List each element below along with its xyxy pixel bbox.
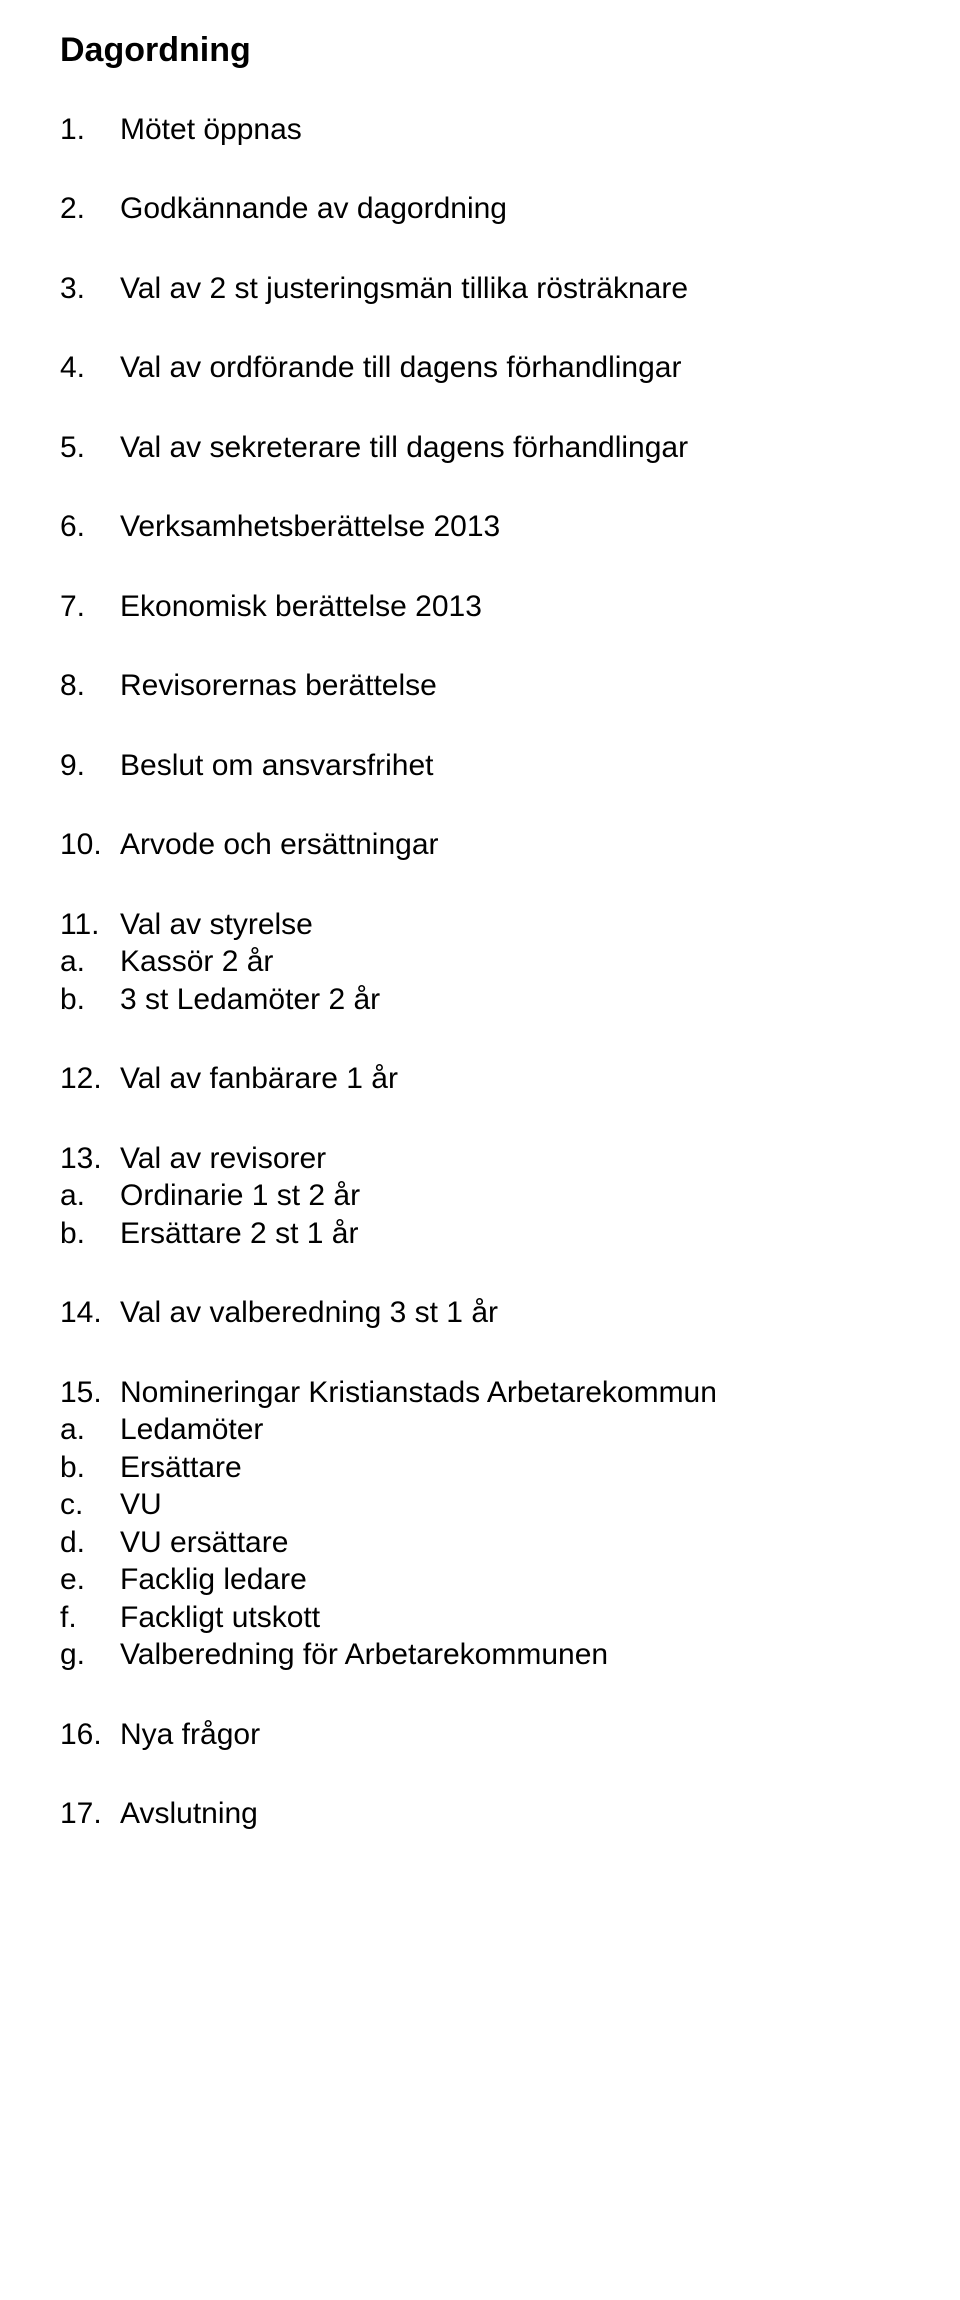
document-page: Dagordning 1.Mötet öppnas 2.Godkännande a… (0, 0, 960, 2300)
agenda-item-text: Mötet öppnas (120, 113, 302, 146)
agenda-item: 1.Mötet öppnas (60, 111, 900, 149)
agenda-item-text: Ekonomisk berättelse 2013 (120, 590, 482, 623)
agenda-item-text: Val av ordförande till dagens förhandlin… (120, 351, 681, 384)
agenda-list: 1.Mötet öppnas 2.Godkännande av dagordnin… (60, 111, 900, 1833)
agenda-subitem-text: Valberedning för Arbetarekommunen (120, 1638, 608, 1671)
agenda-item: 4.Val av ordförande till dagens förhandl… (60, 349, 900, 387)
agenda-item: 10.Arvode och ersättningar (60, 826, 900, 864)
agenda-item: 15.Nomineringar Kristianstads Arbetareko… (60, 1374, 900, 1412)
agenda-item-number: 13. (60, 1140, 120, 1178)
page-title: Dagordning (60, 30, 900, 71)
agenda-subitem-text: Ordinarie 1 st 2 år (120, 1179, 360, 1212)
agenda-item-text: Nya frågor (120, 1718, 260, 1751)
agenda-subitem-text: 3 st Ledamöter 2 år (120, 983, 380, 1016)
agenda-subitem: a.Kassör 2 år (60, 943, 900, 981)
agenda-subitem-letter: a. (60, 1411, 120, 1449)
agenda-subitem-letter: b. (60, 1449, 120, 1487)
agenda-item-number: 1. (60, 111, 120, 149)
agenda-item-text: Nomineringar Kristianstads Arbetarekommu… (120, 1376, 717, 1409)
agenda-subitem: d.VU ersättare (60, 1524, 900, 1562)
agenda-subitem-text: VU (120, 1488, 162, 1521)
agenda-item-number: 8. (60, 667, 120, 705)
agenda-item-number: 15. (60, 1374, 120, 1412)
agenda-item-number: 9. (60, 747, 120, 785)
agenda-item: 12.Val av fanbärare 1 år (60, 1060, 900, 1098)
agenda-subitem-text: VU ersättare (120, 1526, 288, 1559)
agenda-subitem-letter: a. (60, 1177, 120, 1215)
agenda-item-number: 17. (60, 1795, 120, 1833)
agenda-subitem-text: Fackligt utskott (120, 1601, 320, 1634)
agenda-subitem-text: Kassör 2 år (120, 945, 273, 978)
agenda-item: 11.Val av styrelse (60, 906, 900, 944)
agenda-item: 6.Verksamhetsberättelse 2013 (60, 508, 900, 546)
agenda-subitem-letter: b. (60, 981, 120, 1019)
agenda-item: 16.Nya frågor (60, 1716, 900, 1754)
agenda-item-number: 7. (60, 588, 120, 626)
agenda-item: 3.Val av 2 st justeringsmän tillika röst… (60, 270, 900, 308)
agenda-item: 7.Ekonomisk berättelse 2013 (60, 588, 900, 626)
agenda-subitem-text: Ledamöter (120, 1413, 263, 1446)
agenda-subitem: b.Ersättare (60, 1449, 900, 1487)
agenda-item: 13.Val av revisorer (60, 1140, 900, 1178)
agenda-item-number: 2. (60, 190, 120, 228)
agenda-item: 9.Beslut om ansvarsfrihet (60, 747, 900, 785)
agenda-subitem-text: Ersättare 2 st 1 år (120, 1217, 358, 1250)
agenda-item: 5.Val av sekreterare till dagens förhand… (60, 429, 900, 467)
agenda-item-text: Val av styrelse (120, 908, 313, 941)
agenda-subitem: f.Fackligt utskott (60, 1599, 900, 1637)
agenda-subitem-letter: a. (60, 943, 120, 981)
agenda-subitem-letter: d. (60, 1524, 120, 1562)
agenda-item-text: Val av revisorer (120, 1142, 326, 1175)
agenda-item-number: 14. (60, 1294, 120, 1332)
agenda-item: 8.Revisorernas berättelse (60, 667, 900, 705)
agenda-item-number: 4. (60, 349, 120, 387)
agenda-item: 2.Godkännande av dagordning (60, 190, 900, 228)
agenda-item-number: 6. (60, 508, 120, 546)
agenda-subitem: b.3 st Ledamöter 2 år (60, 981, 900, 1019)
agenda-subitem-letter: f. (60, 1599, 120, 1637)
agenda-item-text: Verksamhetsberättelse 2013 (120, 510, 500, 543)
agenda-item-number: 5. (60, 429, 120, 467)
agenda-item-number: 10. (60, 826, 120, 864)
agenda-item-text: Arvode och ersättningar (120, 828, 439, 861)
agenda-item-text: Val av sekreterare till dagens förhandli… (120, 431, 688, 464)
agenda-item: 14.Val av valberedning 3 st 1 år (60, 1294, 900, 1332)
agenda-item-text: Beslut om ansvarsfrihet (120, 749, 433, 782)
agenda-item-text: Val av fanbärare 1 år (120, 1062, 398, 1095)
agenda-item-number: 12. (60, 1060, 120, 1098)
agenda-item-text: Val av 2 st justeringsmän tillika rösträ… (120, 272, 688, 305)
agenda-subitem-letter: b. (60, 1215, 120, 1253)
agenda-subitem-letter: c. (60, 1486, 120, 1524)
agenda-item-number: 11. (60, 906, 120, 944)
agenda-subitem-letter: g. (60, 1636, 120, 1674)
agenda-subitem: c.VU (60, 1486, 900, 1524)
agenda-subitem: g.Valberedning för Arbetarekommunen (60, 1636, 900, 1674)
agenda-subitem: e.Facklig ledare (60, 1561, 900, 1599)
agenda-item-number: 3. (60, 270, 120, 308)
agenda-subitem: a.Ordinarie 1 st 2 år (60, 1177, 900, 1215)
agenda-subitem: b.Ersättare 2 st 1 år (60, 1215, 900, 1253)
agenda-subitem-letter: e. (60, 1561, 120, 1599)
agenda-item-text: Avslutning (120, 1797, 258, 1830)
agenda-subitem-text: Ersättare (120, 1451, 242, 1484)
agenda-subitem: a.Ledamöter (60, 1411, 900, 1449)
agenda-item: 17.Avslutning (60, 1795, 900, 1833)
agenda-item-text: Revisorernas berättelse (120, 669, 437, 702)
agenda-item-text: Godkännande av dagordning (120, 192, 507, 225)
agenda-subitem-text: Facklig ledare (120, 1563, 307, 1596)
agenda-item-text: Val av valberedning 3 st 1 år (120, 1296, 498, 1329)
agenda-item-number: 16. (60, 1716, 120, 1754)
